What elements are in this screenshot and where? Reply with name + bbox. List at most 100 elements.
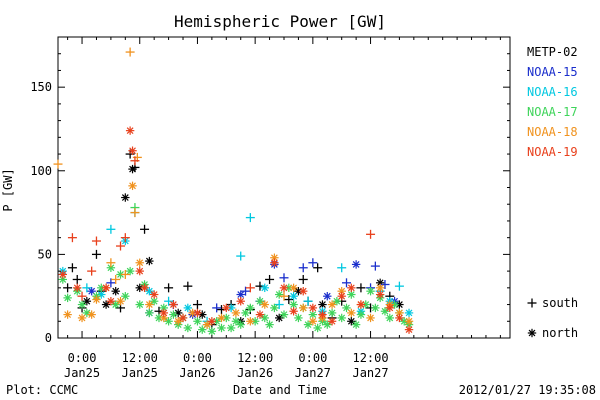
x-tick-label-date: Jan26 [237, 366, 273, 380]
north-point [265, 320, 274, 329]
legend-entry-metp-02: METP-02 [527, 45, 578, 59]
north-point [145, 308, 154, 318]
star-marker-ray [381, 307, 389, 315]
north-point [279, 310, 289, 319]
north-point [337, 313, 346, 323]
south-point [337, 263, 347, 273]
star-marker-ray [328, 317, 336, 325]
x-tick-label-date: Jan25 [122, 366, 158, 380]
north-point [380, 307, 390, 316]
star-marker-ray [129, 147, 136, 155]
north-point [236, 297, 245, 306]
star-marker-ray [280, 311, 288, 318]
north-point [106, 297, 116, 306]
star-marker-ray [218, 314, 225, 322]
north-point [226, 323, 236, 333]
star-marker-ray [64, 311, 72, 318]
star-marker-ray [261, 284, 269, 292]
north-point [289, 291, 298, 301]
star-marker-ray [285, 284, 293, 292]
star-marker-ray [319, 311, 326, 318]
north-point [101, 283, 111, 293]
south-point [245, 283, 255, 293]
legend-marker-south [527, 298, 537, 308]
x-tick-label-date: Jan27 [295, 366, 331, 380]
series-noaa-18 [53, 47, 414, 329]
star-marker-ray [386, 314, 394, 322]
star-marker-ray [160, 304, 168, 312]
star-marker-ray [347, 291, 355, 298]
south-point [183, 281, 193, 291]
north-point [347, 308, 356, 318]
star-marker-ray [362, 301, 370, 308]
north-point [289, 283, 298, 293]
south-point [274, 300, 284, 310]
star-marker-ray [280, 284, 288, 292]
star-marker-ray [208, 317, 216, 325]
north-point [145, 286, 154, 296]
north-point [207, 317, 217, 326]
south-point [111, 274, 121, 284]
star-marker-ray [376, 284, 384, 292]
south-point [394, 281, 404, 291]
north-point [125, 266, 135, 276]
north-point [183, 323, 193, 333]
star-marker-ray [227, 324, 235, 332]
north-point [87, 310, 96, 319]
north-point [371, 303, 380, 313]
north-point [270, 303, 279, 313]
star-marker-ray [352, 321, 360, 329]
star-marker-ray [213, 317, 221, 325]
star-marker-ray [343, 304, 350, 312]
north-point [149, 290, 159, 299]
star-marker-ray [237, 321, 245, 329]
north-point [128, 146, 137, 155]
south-point [192, 300, 202, 310]
star-marker-ray [405, 326, 413, 334]
north-point [188, 308, 197, 318]
star-marker-ray [270, 304, 278, 312]
north-point [169, 310, 178, 319]
south-point [106, 258, 116, 268]
north-point [217, 313, 226, 323]
north-point [260, 283, 269, 293]
star-marker-ray [256, 311, 264, 318]
star-marker-ray [136, 259, 144, 267]
north-point [202, 320, 212, 329]
north-point [121, 193, 130, 202]
star-marker-ray [88, 287, 96, 295]
north-point [327, 308, 337, 318]
south-point [212, 303, 222, 313]
x-axis-label: Date and Time [233, 383, 327, 397]
north-point [116, 297, 125, 306]
star-marker-ray [160, 314, 168, 322]
star-marker-ray [73, 284, 81, 292]
y-tick-label: 50 [38, 247, 52, 261]
star-marker-ray [528, 329, 536, 337]
north-point [395, 313, 404, 323]
star-marker-ray [270, 259, 278, 267]
star-marker-ray [396, 309, 403, 317]
north-point [178, 313, 188, 323]
y-tick-label: 150 [30, 80, 52, 94]
star-marker-ray [299, 287, 307, 295]
north-point [145, 300, 154, 309]
south-point [106, 224, 116, 234]
north-point [404, 317, 414, 326]
south-point [380, 279, 390, 289]
north-point [92, 295, 101, 304]
star-marker-ray [367, 314, 374, 322]
legend-label-north: north [542, 326, 578, 340]
star-marker-ray [261, 314, 269, 322]
north-point [63, 310, 72, 319]
star-marker-ray [194, 309, 201, 317]
star-marker-ray [222, 314, 230, 322]
star-marker-ray [121, 194, 129, 201]
star-marker-ray [396, 301, 403, 308]
star-marker-ray [102, 284, 110, 292]
star-marker-ray [275, 314, 283, 322]
north-point [140, 283, 149, 293]
star-marker-ray [357, 311, 365, 318]
star-marker-ray [78, 301, 86, 308]
